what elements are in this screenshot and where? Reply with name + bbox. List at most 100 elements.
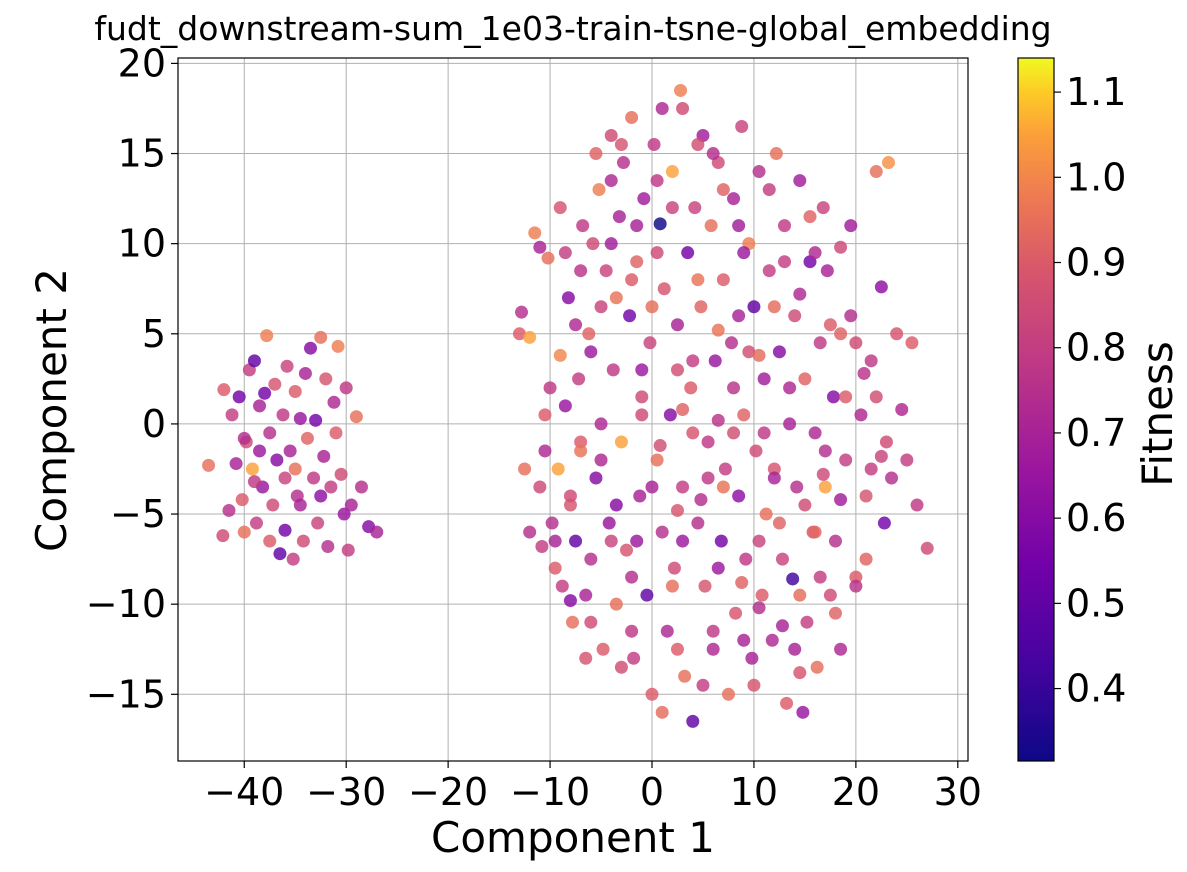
data-point [232,390,246,404]
data-point [237,431,251,445]
data-point [576,219,590,233]
data-point [229,457,243,471]
data-point [834,493,848,507]
data-point [584,615,598,629]
data-point [627,651,641,665]
data-point [625,273,639,287]
data-point [813,336,827,350]
data-point [650,174,664,188]
x-tick-label: −10 [510,770,590,814]
data-point [818,444,832,458]
data-point [247,475,261,489]
data-point [839,390,853,404]
data-point [694,493,708,507]
data-point [890,327,904,341]
data-point [321,539,335,553]
y-tick-label: 15 [118,132,166,176]
data-point [747,300,761,314]
data-point [752,348,766,362]
data-point [623,309,637,323]
data-point [823,318,837,332]
data-point [558,246,572,260]
data-point [849,579,863,593]
data-point [314,330,328,344]
data-point [589,471,603,485]
data-point [614,660,628,674]
data-point [691,138,705,152]
data-point [676,101,690,115]
data-point [653,217,667,231]
data-point [645,300,659,314]
data-point [670,503,684,517]
data-point [691,273,705,287]
data-point [563,489,577,503]
data-point [298,366,312,380]
data-point [737,246,751,260]
data-point [786,572,800,586]
data-point [286,552,300,566]
data-point [881,156,895,170]
data-point [630,534,644,548]
data-point [706,624,720,638]
data-point [635,390,649,404]
data-point [247,354,261,368]
data-point [874,280,888,294]
data-point [569,318,583,332]
data-point [582,327,596,341]
data-point [311,516,325,530]
data-point [735,576,749,590]
data-point [354,480,368,494]
data-point [574,435,588,449]
data-point [643,336,657,350]
data-point [533,480,547,494]
data-point [849,336,863,350]
data-point [548,534,562,548]
data-point [523,525,537,539]
data-point [834,240,848,254]
data-point [732,489,746,503]
data-point [905,336,919,350]
data-point [765,633,779,647]
data-point [217,383,231,397]
data-point [515,305,529,319]
data-point [655,705,669,719]
data-point [885,471,899,485]
data-point [625,570,639,584]
data-point [665,579,679,593]
data-point [572,372,586,386]
data-point [602,516,616,530]
data-point [599,264,613,278]
data-point [759,507,773,521]
y-tick-label: −10 [86,582,166,626]
data-point [849,570,863,584]
data-point [370,525,384,539]
data-point [767,300,781,314]
data-point [273,547,287,561]
data-point [663,408,677,422]
data-point [783,381,797,395]
data-point [706,147,720,161]
data-point [688,201,702,215]
y-tick-label: 20 [118,41,166,85]
data-point [344,498,358,512]
data-point [686,714,700,728]
data-point [691,516,705,530]
data-point [253,399,267,413]
data-point [696,678,710,692]
y-tick-label: 10 [118,222,166,266]
chart-title: fudt_downstream-sum_1e03-train-tsne-glob… [94,9,1051,48]
data-point [762,183,776,197]
data-point [895,403,909,416]
colorbar-tick-label: 0.4 [1066,667,1126,711]
data-point [701,471,715,485]
data-point [579,651,593,665]
data-point [594,417,608,431]
data-point [258,386,272,400]
data-point [793,174,807,188]
data-point [859,489,873,503]
data-point [711,323,725,337]
data-point [694,300,708,314]
data-point [563,594,577,608]
data-point [778,255,792,269]
data-point [844,219,858,233]
